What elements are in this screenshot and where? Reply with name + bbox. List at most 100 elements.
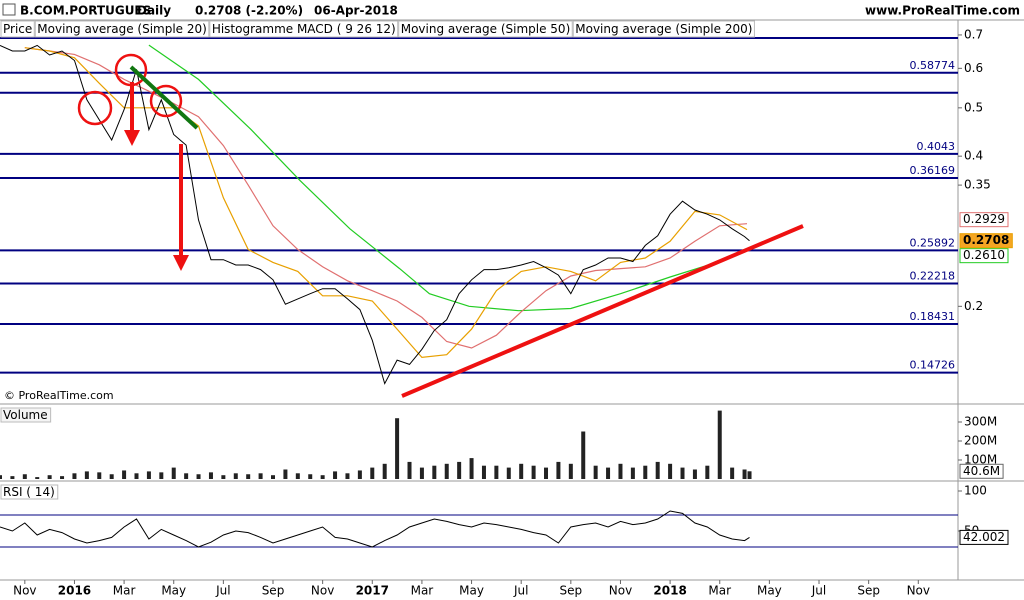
volume-bar [593,465,598,479]
volume-bar [283,469,288,479]
rsi-last: 42.002 [963,530,1005,544]
y-tick-label: 0.6 [964,61,983,75]
level-label: 0.4043 [917,140,956,153]
rsi-last-box [959,529,1009,545]
symbol-icon [2,3,16,16]
level-label: 0.18431 [910,310,956,323]
panel-title-box [0,484,59,500]
annotation-arrowhead [124,130,140,146]
annotations [77,53,804,398]
volume-bar [742,469,747,479]
volume-bar [109,474,114,479]
price-last-box [959,233,1013,249]
price-last: 0.2708 [963,233,1009,247]
volume-bar [159,472,164,479]
annotation-circle [77,90,113,126]
level-label: 0.36169 [910,164,956,177]
legend-box [0,20,35,38]
volume-bar [84,471,89,479]
volume-bar [47,475,52,479]
volume-bar [357,470,362,479]
volume-bar [258,473,263,479]
volume-bar [692,469,697,479]
volume-bar [233,473,238,479]
legend-entry: Moving average (Simple 50) [401,22,571,36]
volume-bar [444,463,449,479]
y-tick-label: 100M [964,453,997,467]
x-tick-label: 2016 [58,584,91,598]
series-line [148,44,748,312]
volume-bar [469,458,474,479]
volume-bar [97,472,102,479]
rsi-line [0,510,750,548]
x-tick-label: Jul [811,584,826,598]
y-tick-label: 0.4 [964,149,983,163]
y-tick-label: 300M [964,415,997,429]
date: 06-Apr-2018 [314,4,398,18]
volume-bar [747,471,752,479]
volume-bar [146,471,151,479]
volume-bar [221,475,226,479]
site: www.ProRealTime.com [865,4,1020,18]
volume-last: 40.6M [963,464,1000,478]
quote: 0.2708 (-2.20%) [195,4,303,18]
legend-box [398,20,573,38]
volume-bar [655,461,660,479]
x-tick-label: Jul [215,584,230,598]
panel-title: RSI ( 14) [3,485,55,499]
panel-title-box [0,407,52,423]
volume-bar [0,475,2,479]
volume-bar [60,476,65,479]
volume-bar [407,461,412,479]
volume-bar [382,463,387,479]
annotation-trend-line [401,224,804,398]
volume-bar [320,475,325,479]
volume-bar [730,467,735,479]
label-layer: Price Moving average (Simple 20) Histogram… [0,20,1013,545]
plot-layer: 0.7 0.6 0.5 0.4 0.35 0.2 0.58774 0.4043 0.36169 0… [0,27,997,598]
volume-bar [643,465,648,479]
volume-bar [581,431,586,479]
level-label: 0.14726 [910,359,956,372]
header: B.COM.PORTUGUES Daily 0.2708 (-2.20%) 06… [2,3,1020,18]
volume-bar [680,467,685,479]
series-line [24,47,748,349]
y-tick-label: 0.5 [964,100,983,114]
x-tick-label: Nov [311,584,334,598]
volume-bar [35,477,40,479]
annotation-arrowhead [173,255,189,271]
volume-bar [308,474,313,479]
legend-entry: Moving average (Simple 20) [37,22,207,36]
x-tick-label: 2018 [653,584,686,598]
volume-bar [10,476,15,479]
legend-entry: Price [3,22,32,36]
legend-entry: Histogramme MACD ( 9 26 12) [212,22,396,36]
volume-bar [333,471,338,479]
x-tick-label: Sep [560,584,583,598]
volume-bar [196,474,201,479]
ma50-last: 0.2929 [963,212,1005,226]
volume-bar [345,473,350,479]
x-tick-label: May [757,584,782,598]
volume-bar [630,467,635,479]
volume-bar [370,467,375,479]
y-tick-label: 200M [964,434,997,448]
panel-title: Volume [3,408,48,422]
symbol: B.COM.PORTUGUES [20,4,151,18]
x-tick-label: Nov [609,584,632,598]
volume-bar [531,465,536,479]
level-label: 0.22218 [910,270,956,283]
volume-bar [556,461,561,479]
volume-bar [618,463,623,479]
x-tick-label: 2017 [356,584,389,598]
volume-bar [506,467,511,479]
volume-bar [22,474,27,479]
volume-bar [457,461,462,479]
legend-box [209,20,399,38]
volume-bar [271,475,276,479]
volume-bar [184,473,189,479]
volume-bar [419,467,424,479]
legend-entry: Moving average (Simple 200) [575,22,752,36]
